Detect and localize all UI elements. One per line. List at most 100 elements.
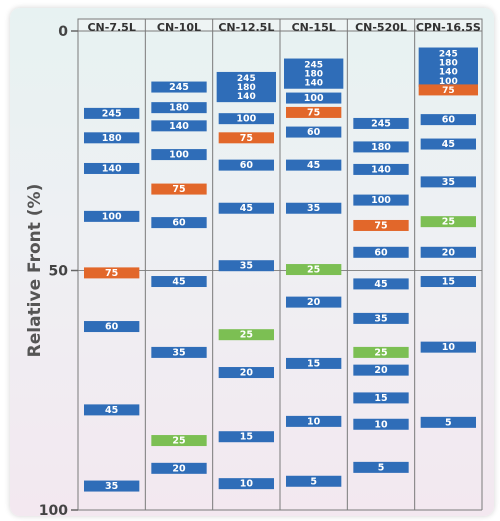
band-label: 5 — [445, 417, 452, 428]
band-label: 180 — [371, 142, 391, 153]
band-label: 20 — [442, 247, 456, 258]
band-label: 75 — [442, 86, 455, 96]
band-label: 140 — [439, 68, 458, 78]
band-marker — [218, 260, 274, 272]
band-marker — [84, 107, 140, 119]
band-marker — [218, 132, 274, 144]
band-label: 35 — [307, 203, 320, 214]
band-label: 60 — [240, 160, 254, 171]
band-marker — [353, 141, 409, 153]
band-label: 20 — [374, 365, 388, 376]
band-marker — [218, 367, 274, 379]
band-marker — [420, 114, 476, 126]
band-marker — [286, 202, 342, 214]
band-marker — [353, 312, 409, 324]
band-label: 25 — [442, 217, 455, 228]
band-label: 35 — [374, 313, 387, 324]
band-label: 245 — [304, 61, 323, 71]
band-label: 35 — [172, 347, 185, 358]
band-label: 45 — [172, 277, 185, 288]
band-marker — [151, 435, 207, 447]
band-label: 140 — [304, 79, 323, 89]
band-label: 100 — [304, 93, 324, 104]
band-label: 15 — [240, 432, 253, 443]
band-marker — [286, 475, 342, 487]
band-marker — [420, 416, 476, 428]
y-tick-label: 100 — [39, 503, 68, 519]
band-marker — [286, 264, 342, 276]
band-marker — [84, 267, 140, 279]
band-marker — [151, 149, 207, 161]
band-label: 10 — [240, 479, 254, 490]
band-label: 45 — [307, 160, 320, 171]
lane-label: CN-15L — [292, 21, 336, 34]
band-marker — [218, 159, 274, 171]
band-marker — [151, 346, 207, 358]
band-label: 100 — [371, 195, 391, 206]
band-label: 60 — [374, 247, 388, 258]
band-label: 5 — [378, 462, 385, 473]
band-label: 15 — [442, 277, 455, 288]
band-marker — [353, 392, 409, 404]
band-label: 75 — [307, 107, 320, 118]
band-label: 180 — [304, 70, 323, 80]
band-marker — [151, 102, 207, 114]
band-label: 45 — [442, 139, 455, 150]
band-marker — [84, 162, 140, 174]
band-marker — [286, 106, 342, 118]
band-label: 75 — [240, 133, 253, 144]
band-marker — [353, 246, 409, 258]
band-label: 15 — [307, 358, 320, 369]
band-marker — [353, 364, 409, 376]
band-marker — [84, 321, 140, 333]
band-marker — [84, 404, 140, 416]
band-label: 140 — [102, 163, 122, 174]
band-marker — [286, 296, 342, 308]
band-marker — [418, 84, 478, 96]
band-label: 35 — [105, 481, 118, 492]
band-label: 245 — [237, 74, 256, 84]
band-marker — [286, 126, 342, 138]
band-marker — [286, 92, 342, 104]
band-marker — [218, 113, 274, 125]
band-marker — [151, 217, 207, 229]
band-marker — [420, 246, 476, 258]
band-label: 75 — [374, 220, 387, 231]
band-marker — [286, 159, 342, 171]
band-label: 100 — [236, 114, 256, 125]
band-label: 25 — [374, 347, 387, 358]
band-label: 60 — [307, 127, 321, 138]
band-marker — [151, 120, 207, 132]
y-axis-label: Relative Front (%) — [25, 184, 45, 358]
band-marker — [218, 202, 274, 214]
y-tick-label: 0 — [58, 24, 68, 40]
lane-label: CPN-16.5S — [416, 21, 481, 34]
band-label: 245 — [102, 108, 122, 119]
band-label: 5 — [310, 476, 317, 487]
band-label: 10 — [374, 419, 388, 430]
band-marker — [420, 341, 476, 353]
band-label: 60 — [442, 115, 456, 126]
band-label: 140 — [371, 164, 391, 175]
band-label: 20 — [307, 297, 321, 308]
band-marker — [353, 194, 409, 206]
band-stack-block — [284, 58, 344, 89]
band-label: 180 — [237, 83, 256, 93]
band-marker — [353, 418, 409, 430]
band-marker — [420, 276, 476, 288]
band-label: 75 — [105, 268, 118, 279]
band-label: 60 — [172, 218, 186, 229]
band-label: 245 — [169, 82, 189, 93]
y-tick-label: 50 — [49, 264, 69, 280]
band-label: 100 — [439, 77, 458, 87]
band-marker — [84, 480, 140, 492]
band-marker — [420, 176, 476, 188]
lane-label: CN-520L — [355, 21, 407, 34]
band-marker — [151, 276, 207, 288]
band-marker — [218, 431, 274, 443]
band-marker — [84, 132, 140, 144]
band-label: 180 — [169, 103, 189, 114]
band-marker — [353, 117, 409, 129]
band-marker — [353, 278, 409, 290]
